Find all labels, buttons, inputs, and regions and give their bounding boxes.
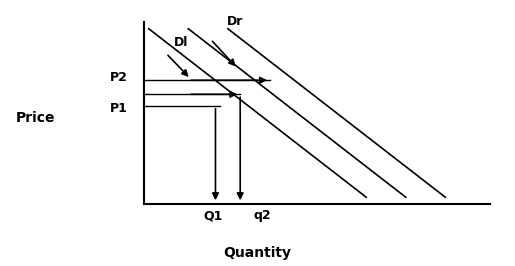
Text: Price: Price [15, 111, 55, 125]
Text: Dl: Dl [174, 36, 188, 49]
Text: Q1: Q1 [203, 210, 222, 222]
Text: Quantity: Quantity [224, 246, 291, 260]
Text: P1: P1 [110, 102, 128, 115]
Text: Dr: Dr [227, 15, 244, 28]
Text: P2: P2 [110, 71, 128, 84]
Text: q2: q2 [253, 210, 271, 222]
